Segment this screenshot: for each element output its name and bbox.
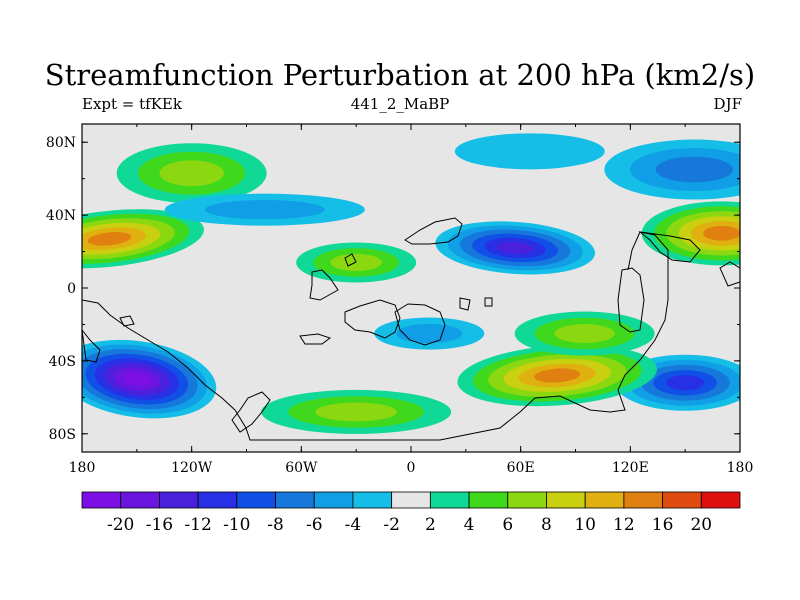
contour-region — [554, 324, 615, 343]
colorbar-label: 6 — [502, 515, 513, 535]
latitude-axis: 80N 40N 0 40S 80S — [46, 135, 740, 443]
colorbar-label: 20 — [690, 515, 712, 535]
colorbar-box — [197, 491, 238, 509]
colorbar-label: 4 — [464, 515, 475, 535]
colorbar-label: 2 — [425, 515, 436, 535]
colorbar-box — [546, 491, 586, 509]
colorbar-box — [352, 491, 393, 509]
lat-tick-label: 40N — [46, 208, 76, 224]
colorbar-box — [236, 491, 276, 509]
colorbar-box — [623, 491, 663, 509]
colorbar-box — [275, 491, 315, 509]
colorbar-label: -6 — [306, 515, 323, 535]
contour-region — [454, 133, 605, 170]
contour-region — [159, 160, 224, 187]
colorbar-label: -16 — [146, 515, 173, 535]
colorbar-label: 10 — [574, 515, 596, 535]
contour-region — [666, 375, 705, 391]
colorbar-box — [313, 491, 354, 509]
lon-tick-label: 60W — [285, 460, 318, 476]
lat-tick-label: 80S — [49, 427, 76, 443]
colorbar-box — [120, 491, 160, 509]
contour-region — [703, 225, 740, 241]
colorbar-box — [159, 491, 199, 509]
contour-region — [87, 231, 132, 246]
colorbar-label: -10 — [223, 515, 250, 535]
contour-region — [655, 156, 733, 183]
center-string: 441_2_MaBP — [350, 95, 450, 113]
colorbar-box — [662, 491, 702, 509]
colorbar-label: 8 — [541, 515, 552, 535]
plot-title: Streamfunction Perturbation at 200 hPa (… — [44, 58, 756, 92]
colorbar-box — [429, 491, 470, 509]
contour-region — [204, 200, 325, 220]
right-string: DJF — [713, 95, 742, 113]
colorbar-box — [81, 491, 122, 509]
left-string: Expt = tfKEk — [82, 95, 182, 113]
colorbar: -20 -16 -12 -10 -8 -6 -4 -2 2 4 6 8 10 12 16 20 — [81, 491, 741, 535]
colorbar-box — [468, 491, 509, 509]
coastlines — [82, 217, 740, 441]
colorbar-label: -12 — [184, 515, 211, 535]
colorbar-box — [507, 491, 547, 509]
contour-region — [496, 241, 534, 255]
longitude-axis: 180 120W 60W 0 60E 120E 180 — [69, 124, 754, 476]
colorbar-label: -4 — [345, 515, 362, 535]
contour-region — [330, 253, 382, 272]
lat-tick-label: 80N — [46, 135, 76, 151]
colorbar-label: -20 — [107, 515, 134, 535]
colorbar-label: -8 — [267, 515, 284, 535]
colorbar-label: -2 — [383, 515, 400, 535]
contour-region — [534, 368, 581, 383]
lon-tick-label: 60E — [507, 460, 535, 476]
lat-tick-label: 40S — [49, 354, 76, 370]
colorbar-box — [391, 491, 431, 509]
contour-region — [122, 372, 151, 387]
colorbar-box — [700, 491, 741, 509]
contour-region — [396, 323, 463, 344]
colorbar-box — [584, 491, 625, 509]
lon-tick-label: 180 — [69, 460, 96, 476]
lon-tick-label: 0 — [407, 460, 416, 476]
colorbar-label: 12 — [613, 515, 635, 535]
colorbar-label: 16 — [652, 515, 674, 535]
lon-tick-label: 120E — [612, 460, 649, 476]
lon-tick-label: 120W — [171, 460, 213, 476]
lon-tick-label: 180 — [727, 460, 754, 476]
contour-region — [315, 402, 397, 422]
lat-tick-label: 0 — [67, 281, 76, 297]
